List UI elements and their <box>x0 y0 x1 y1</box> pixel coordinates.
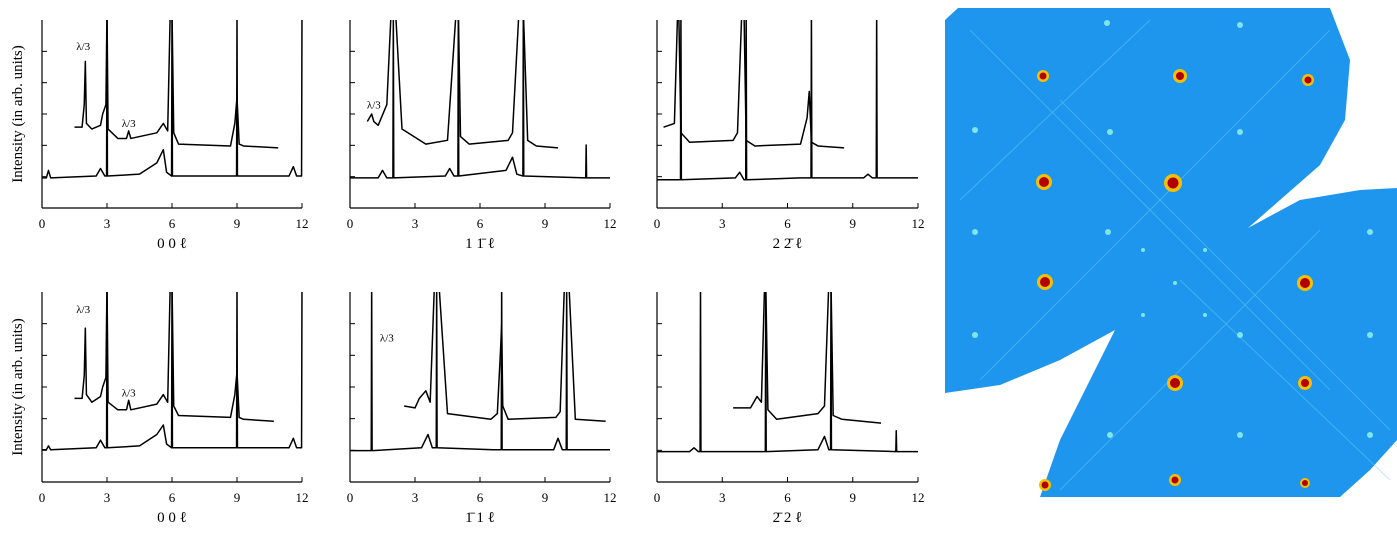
spectrum-line <box>404 292 606 422</box>
plot-area <box>350 292 610 452</box>
spectrum-line <box>350 292 610 452</box>
x-tick-label: 3 <box>719 216 726 231</box>
detector-area <box>945 8 1397 497</box>
diffraction-image <box>945 8 1397 497</box>
spectrum-line <box>350 20 610 179</box>
x-tick-label: 6 <box>477 216 484 231</box>
x-tick-label: 12 <box>912 216 925 231</box>
x-tick-label: 3 <box>104 216 111 231</box>
x-tick-label: 3 <box>412 490 419 505</box>
panel: 0 3 6 9 12 0 0 ℓ Intensity (in arb. units) λ/3 λ… <box>10 20 309 252</box>
plot-area <box>657 20 918 181</box>
spectrum-line <box>74 292 274 422</box>
annotation: λ/3 <box>76 41 90 53</box>
annotation: λ/3 <box>122 388 136 400</box>
annotation: λ/3 <box>380 332 394 344</box>
spectrum-line <box>657 20 918 181</box>
x-axis-label: 0 0 ℓ <box>157 510 187 526</box>
x-axis-label: 1 1̄ ℓ <box>465 236 495 252</box>
x-tick-label: 12 <box>296 490 309 505</box>
spectrum-line <box>74 20 279 149</box>
x-tick-label: 3 <box>104 490 111 505</box>
y-axis-label: Intensity (in arb. units) <box>10 318 26 455</box>
spectrum-line <box>733 292 882 424</box>
x-axis-label: 1̄ 1 ℓ <box>465 510 495 526</box>
annotation: λ/3 <box>76 304 90 316</box>
x-tick-label: 6 <box>169 216 176 231</box>
panel: 0 3 6 9 12 2 2̄ ℓ <box>654 20 925 252</box>
panel: 0 3 6 9 12 0 0 ℓ Intensity (in arb. units) λ/3 λ… <box>10 292 309 526</box>
x-tick-label: 0 <box>654 216 661 231</box>
plot-area <box>42 292 303 451</box>
spectrum-line <box>42 20 303 179</box>
panel: 0 3 6 9 12 1 1̄ ℓ λ/3 <box>347 20 617 252</box>
x-tick-label: 6 <box>784 216 791 231</box>
plot-area <box>350 20 610 179</box>
spectrum-line <box>663 20 845 149</box>
x-tick-label: 0 <box>347 216 354 231</box>
x-tick-label: 12 <box>604 216 617 231</box>
x-axis-label: 0 0 ℓ <box>157 236 187 252</box>
y-axis-label: Intensity (in arb. units) <box>10 45 26 182</box>
x-tick-label: 9 <box>542 216 549 231</box>
x-axis-label: 2 2̄ ℓ <box>773 236 803 252</box>
plot-area <box>42 20 303 179</box>
x-tick-label: 0 <box>39 216 46 231</box>
x-tick-label: 6 <box>169 490 176 505</box>
spectrum-line <box>366 20 559 149</box>
x-tick-label: 6 <box>784 490 791 505</box>
x-tick-label: 12 <box>912 490 925 505</box>
x-tick-label: 0 <box>347 490 354 505</box>
annotation: λ/3 <box>122 118 136 130</box>
panel: 0 3 6 9 12 1̄ 1 ℓ λ/3 <box>347 292 617 526</box>
panel: 0 3 6 9 12 2̄ 2 ℓ <box>654 292 925 526</box>
x-tick-label: 3 <box>719 490 726 505</box>
x-tick-label: 9 <box>234 490 241 505</box>
x-tick-label: 9 <box>850 490 857 505</box>
streaks <box>959 19 1391 491</box>
annotation: λ/3 <box>367 99 381 111</box>
x-axis-label: 2̄ 2 ℓ <box>773 510 803 526</box>
spectrum-line <box>657 292 918 453</box>
x-tick-label: 9 <box>542 490 549 505</box>
plot-area <box>657 292 918 453</box>
x-tick-label: 0 <box>654 490 661 505</box>
x-tick-label: 12 <box>604 490 617 505</box>
x-tick-label: 9 <box>850 216 857 231</box>
weak-spots <box>972 20 1373 438</box>
x-tick-label: 9 <box>234 216 241 231</box>
x-tick-label: 6 <box>477 490 484 505</box>
spectrum-line <box>42 292 303 451</box>
x-tick-label: 12 <box>296 216 309 231</box>
strong-spots <box>1036 69 1314 491</box>
x-tick-label: 0 <box>39 490 46 505</box>
x-tick-label: 3 <box>412 216 419 231</box>
